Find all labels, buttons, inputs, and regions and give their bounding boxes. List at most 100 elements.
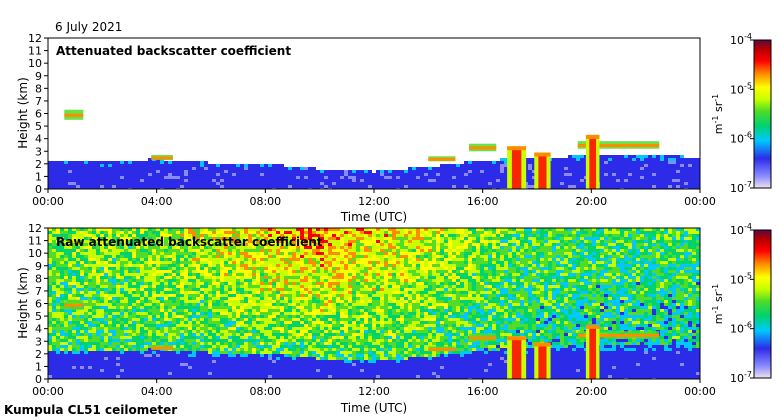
heatmap-cell (100, 231, 104, 234)
heatmap-cell (216, 276, 220, 279)
heatmap-cell (232, 339, 236, 342)
heatmap-cell (96, 357, 100, 360)
heatmap-cell (220, 270, 224, 273)
heatmap-cell (72, 179, 76, 182)
heatmap-cell (116, 294, 120, 297)
heatmap-cell (60, 372, 64, 375)
heatmap-cell (364, 173, 368, 176)
heatmap-cell (416, 185, 420, 188)
heatmap-cell (84, 315, 88, 318)
heatmap-cell (148, 369, 152, 372)
heatmap-cell (160, 354, 164, 357)
heatmap-cell (292, 249, 296, 252)
heatmap-cell (220, 176, 224, 179)
heatmap-cell (68, 270, 72, 273)
heatmap-cell (108, 336, 112, 339)
heatmap-cell (188, 345, 192, 348)
heatmap-cell (84, 285, 88, 288)
heatmap-cell (232, 342, 236, 345)
heatmap-cell (260, 300, 264, 303)
heatmap-cell (272, 240, 276, 243)
heatmap-cell (244, 243, 248, 246)
heatmap-cell (156, 342, 160, 345)
heatmap-cell (108, 360, 112, 363)
heatmap-cell (204, 324, 208, 327)
heatmap-cell (88, 372, 92, 375)
heatmap-cell (216, 351, 220, 354)
heatmap-cell (180, 312, 184, 315)
heatmap-cell (72, 321, 76, 324)
heatmap-cell (660, 176, 664, 179)
heatmap-cell (472, 185, 476, 188)
heatmap-cell (624, 185, 628, 188)
heatmap-cell (112, 321, 116, 324)
heatmap-cell (48, 309, 52, 312)
heatmap-cell (80, 315, 84, 318)
heatmap-cell (48, 333, 52, 336)
heatmap-cell (280, 179, 284, 182)
heatmap-cell (80, 372, 84, 375)
heatmap-cell (124, 246, 128, 249)
heatmap-cell (48, 161, 52, 164)
heatmap-cell (76, 291, 80, 294)
heatmap-cell (152, 252, 156, 255)
heatmap-cell (120, 369, 124, 372)
heatmap-cell (276, 357, 280, 360)
heatmap-cell (172, 297, 176, 300)
heatmap-cell (76, 164, 80, 167)
heatmap-cell (464, 167, 468, 170)
heatmap-cell (140, 285, 144, 288)
heatmap-cell (272, 249, 276, 252)
heatmap-cell (196, 315, 200, 318)
heatmap-cell (92, 228, 96, 231)
heatmap-cell (104, 351, 108, 354)
heatmap-cell (52, 279, 56, 282)
heatmap-cell (292, 312, 296, 315)
heatmap-cell (260, 357, 264, 360)
heatmap-cell (224, 255, 228, 258)
heatmap-cell (468, 176, 472, 179)
heatmap-cell (292, 173, 296, 176)
heatmap-cell (176, 342, 180, 345)
heatmap-cell (84, 309, 88, 312)
heatmap-cell (76, 339, 80, 342)
heatmap-cell (212, 270, 216, 273)
heatmap-cell (156, 333, 160, 336)
heatmap-cell (116, 252, 120, 255)
heatmap-cell (240, 303, 244, 306)
heatmap-cell (404, 182, 408, 185)
heatmap-cell (108, 185, 112, 188)
heatmap-cell (48, 264, 52, 267)
heatmap-cell (304, 324, 308, 327)
heatmap-cell (184, 237, 188, 240)
heatmap-cell (272, 237, 276, 240)
heatmap-cell (420, 182, 424, 185)
heatmap-cell (236, 258, 240, 261)
heatmap-cell (88, 285, 92, 288)
heatmap-cell (244, 345, 248, 348)
heatmap-cell (104, 270, 108, 273)
heatmap-cell (440, 173, 444, 176)
heatmap-cell (88, 321, 92, 324)
heatmap-cell (224, 228, 228, 231)
heatmap-cell (244, 279, 248, 282)
heatmap-cell (264, 360, 268, 363)
heatmap-cell (92, 303, 96, 306)
heatmap-cell (152, 276, 156, 279)
heatmap-cell (176, 357, 180, 360)
heatmap-cell (532, 170, 536, 173)
heatmap-cell (256, 357, 260, 360)
heatmap-cell (156, 351, 160, 354)
heatmap-cell (428, 179, 432, 182)
heatmap-cell (284, 348, 288, 351)
heatmap-cell (648, 164, 652, 167)
heatmap-cell (296, 167, 300, 170)
heatmap-cell (240, 173, 244, 176)
heatmap-cell (272, 255, 276, 258)
heatmap-cell (216, 288, 220, 291)
heatmap-cell (472, 170, 476, 173)
heatmap-cell (204, 182, 208, 185)
heatmap-cell (100, 182, 104, 185)
heatmap-cell (300, 330, 304, 333)
heatmap-cell (260, 252, 264, 255)
